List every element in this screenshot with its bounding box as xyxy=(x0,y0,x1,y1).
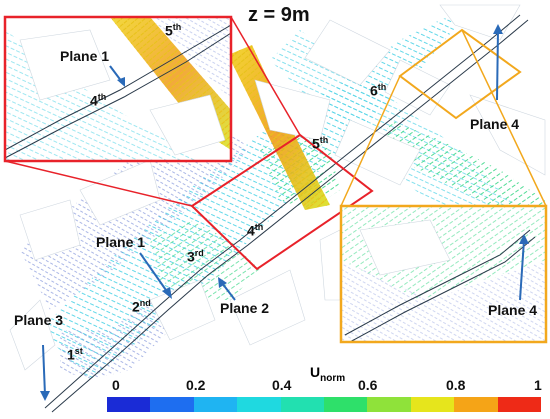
inset-yellow-plane-label: Plane 4 xyxy=(488,302,538,318)
plane-1-label: Plane 1 xyxy=(96,234,146,250)
inset-yellow xyxy=(339,204,548,344)
colorbar-swatch-5 xyxy=(324,397,368,412)
red-source-box xyxy=(4,16,374,271)
colorbar-swatch-6 xyxy=(367,397,411,412)
inset-red-intersection-4: 4th xyxy=(90,92,107,109)
colorbar-swatch-9 xyxy=(497,397,542,412)
colorbar-swatch-3 xyxy=(237,397,281,412)
inset-red xyxy=(3,15,233,163)
intersection-2-label: 2nd xyxy=(132,298,151,315)
colorbar-swatch-1 xyxy=(150,397,194,412)
colorbar xyxy=(107,397,542,412)
colorbar-swatch-0 xyxy=(107,397,151,412)
intersection-5-label: 5th xyxy=(312,135,329,152)
colorbar-tick-0: 0 xyxy=(112,377,120,393)
colorbar-swatch-4 xyxy=(280,397,325,412)
colorbar-title: Unorm xyxy=(310,364,346,384)
intersection-4-label: 4th xyxy=(247,222,264,239)
colorbar-tick-1: 0.2 xyxy=(186,377,206,393)
plane-4-label: Plane 4 xyxy=(470,116,520,132)
intersection-6-label: 6th xyxy=(370,82,387,99)
plane-2-label: Plane 2 xyxy=(220,300,270,316)
inset-red-intersection-5: 5th xyxy=(165,22,182,39)
intersection-3-label: 3rd xyxy=(187,248,204,265)
colorbar-tick-4: 0.8 xyxy=(446,377,466,393)
colorbar-tick-5: 1 xyxy=(534,377,542,393)
intersection-1-label: 1st xyxy=(67,346,83,363)
inset-red-plane-label: Plane 1 xyxy=(60,48,110,64)
flow-field xyxy=(9,4,546,413)
plane-3-label: Plane 3 xyxy=(14,312,64,328)
colorbar-swatch-8 xyxy=(454,397,498,412)
colorbar-swatch-2 xyxy=(193,397,238,412)
colorbar-tick-2: 0.4 xyxy=(272,377,292,393)
colorbar-swatch-7 xyxy=(410,397,455,412)
plane-arrows xyxy=(40,24,503,401)
height-title: z = 9m xyxy=(244,4,314,27)
yellow-source-box xyxy=(340,28,547,207)
colorbar-tick-3: 0.6 xyxy=(358,377,378,393)
